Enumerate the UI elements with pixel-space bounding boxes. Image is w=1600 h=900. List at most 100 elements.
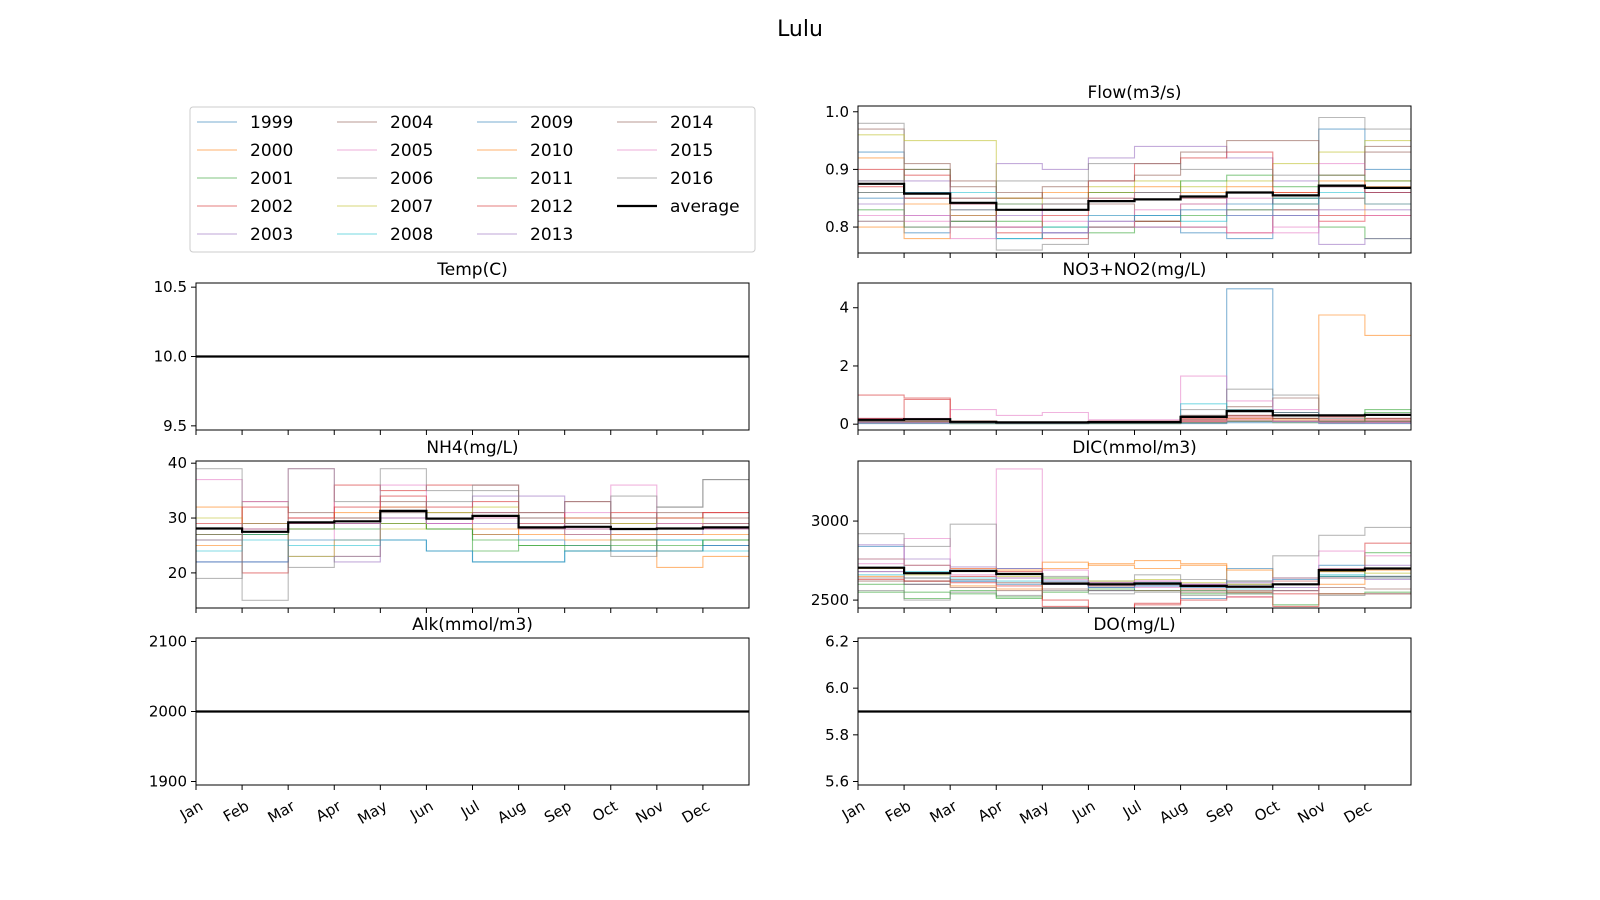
panel-flow-m3-s: Flow(m3/s) 0.8 0.9 1.0 xyxy=(825,83,1412,258)
series-group-flow-m3-s xyxy=(858,116,1411,251)
x-tick-label: Aug xyxy=(1156,797,1190,827)
series-line-2016 xyxy=(858,590,1411,601)
x-tick-label: Jan xyxy=(176,797,206,825)
panel-title-temp-c: Temp(C) xyxy=(436,260,507,280)
panel-frame-no3-no2-mg-l xyxy=(857,282,1412,431)
panels: Flow(m3/s) 0.8 0.9 1.0 Temp(C) 9.5 10.0 10.5 NO3… xyxy=(149,83,1412,828)
legend-frame xyxy=(189,106,756,253)
x-tick-label: Jan xyxy=(838,797,868,825)
y-tick-label: 1.0 xyxy=(825,103,849,121)
panel-dic-mmol-m3: DIC(mmol/m3) 2500 3000 xyxy=(811,438,1412,613)
legend-label-2011: 2011 xyxy=(530,169,573,189)
y-tick-label: 20 xyxy=(168,564,187,582)
y-tick-label: 4 xyxy=(839,299,849,317)
legend-label-2001: 2001 xyxy=(250,169,293,189)
y-tick-label: 5.6 xyxy=(825,773,849,791)
y-tick-label: 6.2 xyxy=(825,633,849,651)
x-tick-label: Apr xyxy=(975,796,1007,825)
x-tick-label: Jul xyxy=(1119,797,1145,822)
panel-temp-c: Temp(C) 9.5 10.0 10.5 xyxy=(154,260,750,435)
x-tick-label: Sep xyxy=(541,797,574,827)
series-line-2016 xyxy=(196,479,749,579)
panel-title-flow-m3-s: Flow(m3/s) xyxy=(1087,83,1181,103)
y-tick-label: 1900 xyxy=(149,773,187,791)
panel-do-mg-l: DO(mg/L) 5.6 5.8 6.0 6.2 Jan Feb Mar Apr May Jun Ju… xyxy=(825,615,1412,828)
legend-label-2004: 2004 xyxy=(390,113,433,133)
y-tick-label: 10.0 xyxy=(154,348,187,366)
series-line-2006 xyxy=(858,523,1411,585)
legend-label-2007: 2007 xyxy=(390,197,433,217)
legend-label-2016: 2016 xyxy=(670,169,713,189)
series-line-2006 xyxy=(858,388,1411,424)
y-tick-label: 3000 xyxy=(811,512,849,530)
series-line-average xyxy=(858,410,1411,424)
series-line-2009 xyxy=(858,422,1411,425)
x-tick-label: Oct xyxy=(589,797,621,826)
figure-title: Lulu xyxy=(777,17,823,42)
legend-label-2008: 2008 xyxy=(390,225,433,245)
series-line-2012 xyxy=(858,578,1411,608)
legend-label-2000: 2000 xyxy=(250,141,293,161)
y-tick-label: 40 xyxy=(168,454,187,472)
y-tick-label: 0 xyxy=(839,415,849,433)
panel-title-nh4-mg-l: NH4(mg/L) xyxy=(426,438,518,458)
series-line-average xyxy=(858,566,1411,588)
x-tick-label: Sep xyxy=(1203,797,1236,827)
series-line-2005 xyxy=(858,375,1411,421)
series-line-2015 xyxy=(858,214,1411,240)
y-tick-label: 0.8 xyxy=(825,218,849,236)
legend-label-2013: 2013 xyxy=(530,225,573,245)
y-tick-label: 30 xyxy=(168,509,187,527)
x-tick-label: Feb xyxy=(882,797,914,826)
x-tick-label: May xyxy=(1016,797,1052,828)
x-tick-label: Aug xyxy=(494,797,528,827)
series-group-dic-mmol-m3 xyxy=(858,468,1411,608)
panel-title-do-mg-l: DO(mg/L) xyxy=(1093,615,1175,635)
y-tick-label: 2000 xyxy=(149,703,187,721)
panel-title-alk-mmol-m3: Alk(mmol/m3) xyxy=(412,615,533,635)
series-line-average xyxy=(196,509,749,533)
legend-label-2003: 2003 xyxy=(250,225,293,245)
y-tick-label: 2100 xyxy=(149,633,187,651)
series-line-average xyxy=(858,182,1411,211)
x-tick-label: Jul xyxy=(457,797,483,822)
y-tick-label: 6.0 xyxy=(825,679,849,697)
x-tick-label: Mar xyxy=(927,796,961,826)
x-tick-label: Mar xyxy=(265,796,299,826)
series-group-no3-no2-mg-l xyxy=(858,288,1411,425)
legend-label-average: average xyxy=(670,197,740,217)
legend-label-2002: 2002 xyxy=(250,197,293,217)
series-line-2000 xyxy=(858,314,1411,424)
panel-title-no3-no2-mg-l: NO3+NO2(mg/L) xyxy=(1063,260,1207,280)
series-line-1999 xyxy=(858,288,1411,424)
y-tick-label: 10.5 xyxy=(154,278,187,296)
legend-label-2009: 2009 xyxy=(530,113,573,133)
panel-no3-no2-mg-l: NO3+NO2(mg/L) 0 2 4 xyxy=(839,260,1412,435)
x-tick-label: Jun xyxy=(1068,797,1098,825)
series-group-nh4-mg-l xyxy=(196,468,749,601)
y-tick-label: 0.9 xyxy=(825,160,849,178)
x-tick-label: May xyxy=(354,797,390,828)
x-tick-label: Dec xyxy=(1341,797,1375,827)
x-tick-label: Dec xyxy=(679,797,713,827)
y-tick-label: 5.8 xyxy=(825,726,849,744)
legend-label-1999: 1999 xyxy=(250,113,293,133)
y-tick-label: 2500 xyxy=(811,591,849,609)
x-tick-label: Apr xyxy=(313,796,345,825)
x-tick-label: Nov xyxy=(1294,797,1328,827)
panel-nh4-mg-l: NH4(mg/L) 20 30 40 xyxy=(168,438,750,613)
y-tick-label: 2 xyxy=(839,357,849,375)
legend-label-2005: 2005 xyxy=(390,141,433,161)
legend: 1999 2000 2001 2002 2003 2004 2005 2006 2007 2008… xyxy=(189,106,756,253)
x-tick-label: Jun xyxy=(406,797,436,825)
x-tick-label: Nov xyxy=(632,797,666,827)
x-tick-label: Feb xyxy=(220,797,252,826)
legend-label-2015: 2015 xyxy=(670,141,713,161)
x-tick-label: Oct xyxy=(1251,797,1283,826)
legend-label-2010: 2010 xyxy=(530,141,573,161)
panel-title-dic-mmol-m3: DIC(mmol/m3) xyxy=(1072,438,1197,458)
series-line-2014 xyxy=(858,140,1411,199)
y-tick-label: 9.5 xyxy=(163,417,187,435)
